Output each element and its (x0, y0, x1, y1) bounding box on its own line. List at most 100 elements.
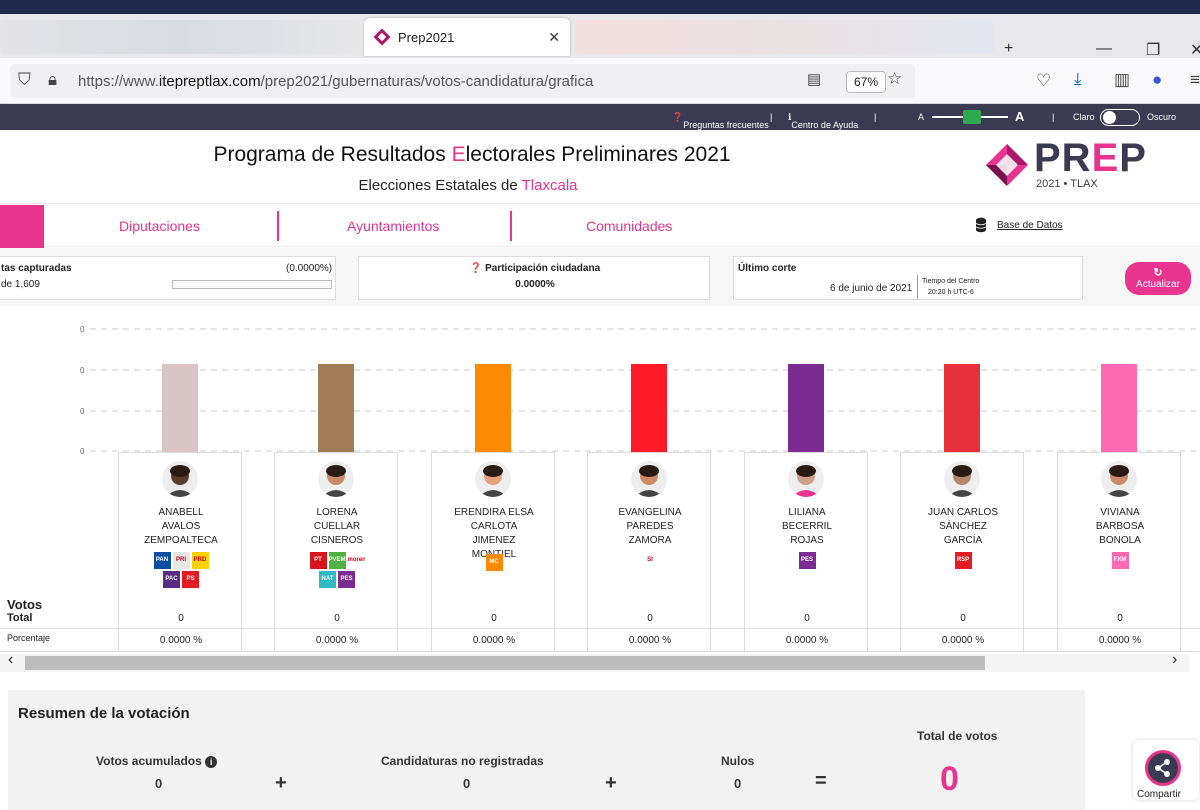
last-cut-box: Último corte 6 de junio de 2021 Tiempo d… (733, 256, 1083, 300)
separator: | (874, 112, 877, 122)
last-cut-date: 6 de junio de 2021 (830, 283, 913, 294)
browser-tab-bar: + — ❐ ✕ (0, 14, 1200, 59)
candidate-name-line: ROJAS (790, 535, 824, 546)
total-votes-label: Total de votos (917, 729, 998, 743)
close-window-icon[interactable]: ✕ (1190, 42, 1200, 59)
share-icon (1145, 750, 1181, 786)
pocket-icon[interactable]: ♡ (1036, 71, 1052, 90)
reader-view-icon[interactable]: ▤ (807, 71, 822, 88)
shield-icon[interactable]: ⛉ (18, 70, 31, 89)
candidate-name-line: CARLOTA (470, 521, 518, 532)
nav-diputaciones[interactable]: Diputaciones (119, 218, 200, 234)
bar-candidate-3[interactable] (475, 364, 511, 455)
site-top-bar: ❓ Preguntas frecuentes | ℹ Centro de Ayu… (0, 104, 1200, 130)
blurred-tab[interactable] (575, 20, 995, 54)
url-bar[interactable]: ⛉ 🔒︎ https://www.itepreptlax.com/prep202… (10, 64, 915, 98)
party-logo-pac: PAC (163, 571, 180, 588)
bar-candidate-5[interactable] (788, 364, 824, 455)
candidate-name-line: LORENA (316, 507, 358, 518)
theme-toggle-knob (1103, 111, 1116, 124)
candidate-votes: 0 (1117, 613, 1123, 624)
minimize-icon[interactable]: — (1096, 40, 1112, 57)
font-size-slider-knob[interactable] (963, 110, 981, 124)
font-large-label: A (1015, 109, 1025, 124)
y-tick-label: 0 (80, 366, 85, 375)
page-subtitle: Elecciones Estatales de Tlaxcala (358, 177, 578, 194)
theme-toggle[interactable] (1100, 109, 1140, 126)
candidate-photo (318, 461, 354, 497)
bar-candidate-6[interactable] (944, 364, 980, 455)
candidate-card: ANABELL AVALOS ZEMPOALTECA PAN PRI PRD PAC PS 0 0… (118, 452, 242, 652)
candidate-photo (1101, 461, 1137, 497)
scrollbar-thumb[interactable] (25, 656, 985, 670)
center-time-label: Tiempo del Centro (922, 278, 980, 285)
new-tab-icon[interactable]: + (1004, 40, 1014, 57)
party-logo-pt: PT (309, 552, 327, 569)
tab-prep2021[interactable]: Prep2021 ✕ (364, 18, 570, 56)
null-value: 0 (734, 776, 742, 791)
lock-icon[interactable]: 🔒︎ (48, 70, 58, 89)
candidate-percent: 0.0000 % (785, 635, 829, 646)
candidate-name-line: CUELLAR (313, 521, 361, 532)
refresh-button[interactable]: ↻ Actualizar (1125, 262, 1191, 295)
bar-candidate-7[interactable] (1101, 364, 1137, 455)
prep-logo-text: PREP (1034, 136, 1147, 180)
candidate-card: ERENDIRA ELSACARLOTAJIMENEZMONTIELMC00.0… (431, 452, 555, 652)
nav-ayuntamientos[interactable]: Ayuntamientos (347, 218, 440, 234)
candidate-name-line: EVANGELINA (618, 507, 682, 518)
scroll-right-icon[interactable]: › (1172, 651, 1178, 668)
party-logos: PES (745, 551, 869, 570)
candidate-percent: 0.0000 % (941, 635, 985, 646)
y-tick-label: 0 (80, 447, 85, 455)
share-button[interactable]: Compartir (1133, 740, 1199, 800)
info-icon[interactable]: i (205, 756, 218, 768)
prep-favicon-icon (373, 28, 391, 46)
account-icon[interactable]: ● (1152, 70, 1163, 89)
bar-candidate-1[interactable] (162, 364, 198, 455)
bar-candidate-4[interactable] (631, 364, 667, 455)
scroll-left-icon[interactable]: ‹ (8, 651, 14, 668)
total-votes-value: 0 (940, 760, 959, 798)
candidate-name-line: ANABELL (158, 507, 204, 518)
bar-candidate-2[interactable] (318, 364, 354, 455)
y-tick-label: 0 (80, 325, 85, 334)
candidate-name-line: ERENDIRA ELSA (454, 507, 534, 518)
participation-value: 0.0000% (515, 279, 555, 290)
url-text[interactable]: https://www.itepreptlax.com/prep2021/gub… (78, 73, 594, 90)
party-logos: SI (588, 551, 712, 570)
nav-active-marker[interactable] (0, 205, 44, 248)
vote-summary: Resumen de la votación (8, 690, 1085, 810)
percent-label: Porcentaje (7, 633, 51, 643)
zoom-level[interactable]: 67% (846, 71, 886, 93)
refresh-icon: ↻ (1153, 267, 1163, 279)
party-logo-pes: PES (798, 552, 816, 569)
candidate-name-line: AVALOS (161, 521, 201, 532)
participation-box: ❓ Participación ciudadana 0.0000% (358, 256, 710, 300)
nav-comunidades[interactable]: Comunidades (586, 218, 673, 234)
bookmark-star-icon[interactable]: ☆ (887, 69, 903, 88)
faq-link[interactable]: ❓ Preguntas frecuentes (672, 112, 769, 130)
candidate-card: JUAN CARLOS SÁNCHEZ GARCÍA RSP 0 0.0000 % (900, 452, 1024, 652)
participation-label: ❓ Participación ciudadana (469, 263, 601, 274)
party-logo-rsp: RSP (954, 552, 972, 569)
horizontal-scrollbar[interactable]: ‹ › (0, 651, 1190, 672)
party-logos: PAN PRI PRD PAC PS (119, 551, 243, 589)
help-center-link[interactable]: ℹ Centro de Ayuda (788, 112, 859, 130)
prep-logo[interactable]: PREP 2021 • TLAX (982, 136, 1152, 192)
candidate-name: VIVIANA BARBOSA BONOLA (1058, 506, 1182, 548)
candidate-photo (475, 461, 511, 497)
menu-icon[interactable]: ≡ (1190, 70, 1200, 89)
restore-icon[interactable]: ❐ (1146, 42, 1161, 59)
database-link[interactable]: Base de Datos (997, 220, 1063, 231)
blurred-tab[interactable] (0, 20, 360, 54)
download-icon[interactable]: ⤓ (1074, 69, 1082, 88)
close-tab-icon[interactable]: ✕ (548, 28, 560, 45)
actas-progress-bar (172, 280, 332, 289)
candidate-photo (631, 461, 667, 497)
candidate-percent: 0.0000 % (159, 635, 203, 646)
accumulated-value: 0 (155, 776, 163, 791)
candidate-name-line: BECERRIL (781, 521, 832, 532)
sidebar-icon[interactable]: ▥ (1114, 70, 1131, 89)
